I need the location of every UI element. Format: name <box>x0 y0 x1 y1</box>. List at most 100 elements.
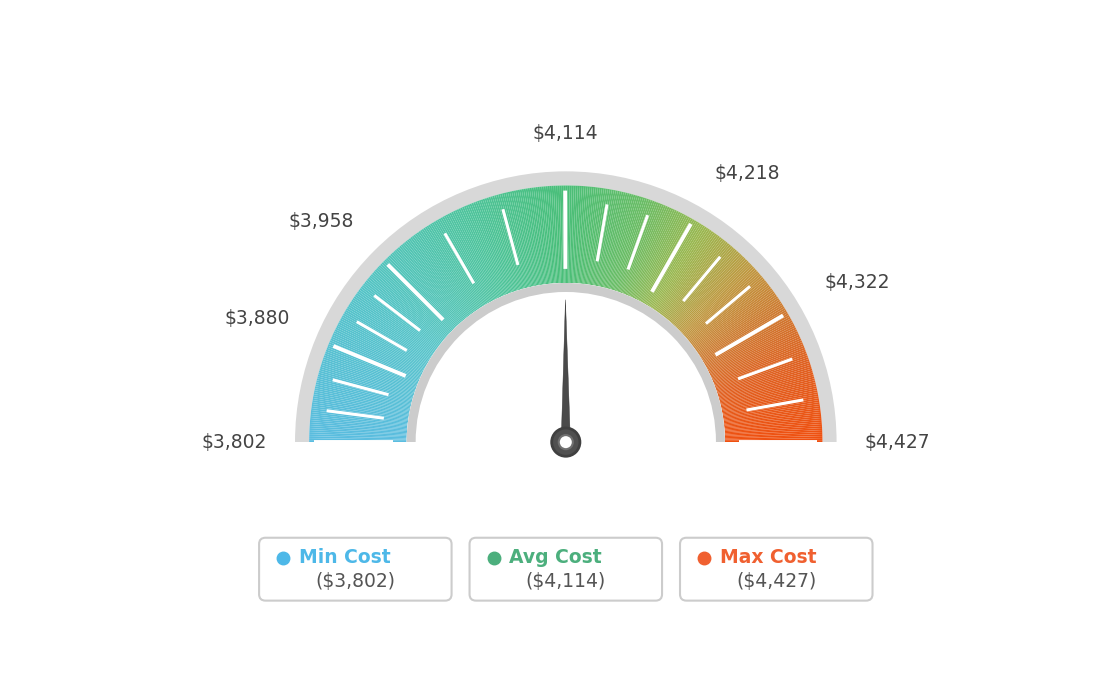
Wedge shape <box>712 342 803 382</box>
Wedge shape <box>512 191 533 286</box>
Wedge shape <box>329 340 420 380</box>
Wedge shape <box>429 224 482 307</box>
Wedge shape <box>348 304 432 358</box>
Wedge shape <box>309 438 406 441</box>
Wedge shape <box>719 371 813 399</box>
Wedge shape <box>690 282 767 344</box>
Wedge shape <box>543 186 553 284</box>
Wedge shape <box>479 200 513 293</box>
Wedge shape <box>580 186 590 284</box>
Wedge shape <box>686 274 761 339</box>
Wedge shape <box>352 298 434 354</box>
Text: $3,802: $3,802 <box>201 433 267 452</box>
Wedge shape <box>673 254 742 326</box>
Wedge shape <box>404 241 466 319</box>
Wedge shape <box>725 440 822 442</box>
Wedge shape <box>428 224 481 308</box>
Wedge shape <box>604 193 629 288</box>
Wedge shape <box>331 337 421 378</box>
Wedge shape <box>657 232 715 313</box>
Wedge shape <box>617 199 651 292</box>
Wedge shape <box>723 402 819 418</box>
Wedge shape <box>410 237 470 315</box>
Wedge shape <box>665 241 726 318</box>
Wedge shape <box>566 186 567 283</box>
Wedge shape <box>646 220 697 305</box>
Wedge shape <box>722 398 819 416</box>
Wedge shape <box>554 186 560 283</box>
Wedge shape <box>648 222 700 306</box>
Wedge shape <box>310 420 407 430</box>
Wedge shape <box>533 187 548 284</box>
Wedge shape <box>343 311 428 362</box>
Wedge shape <box>599 191 622 287</box>
Wedge shape <box>333 331 423 375</box>
Wedge shape <box>675 255 743 327</box>
Wedge shape <box>397 247 463 322</box>
Wedge shape <box>569 186 572 283</box>
Wedge shape <box>394 250 460 324</box>
Text: Min Cost: Min Cost <box>299 548 391 567</box>
Wedge shape <box>714 350 806 386</box>
Wedge shape <box>329 342 420 382</box>
Wedge shape <box>654 228 709 310</box>
Wedge shape <box>344 310 429 361</box>
Wedge shape <box>468 204 506 295</box>
Wedge shape <box>338 322 425 368</box>
Wedge shape <box>722 396 819 415</box>
Wedge shape <box>722 390 818 411</box>
Wedge shape <box>350 302 433 356</box>
Wedge shape <box>351 299 434 355</box>
Wedge shape <box>310 416 407 427</box>
Wedge shape <box>716 357 808 391</box>
Wedge shape <box>638 213 684 301</box>
Wedge shape <box>388 257 456 328</box>
Wedge shape <box>560 186 563 283</box>
Wedge shape <box>444 215 491 302</box>
Wedge shape <box>633 209 675 298</box>
Wedge shape <box>624 203 660 294</box>
Text: $4,427: $4,427 <box>864 433 931 452</box>
Text: $4,114: $4,114 <box>532 124 598 143</box>
Wedge shape <box>311 406 408 421</box>
Text: ($3,802): ($3,802) <box>316 572 395 591</box>
Wedge shape <box>425 226 479 309</box>
Wedge shape <box>337 324 425 370</box>
Wedge shape <box>661 237 722 315</box>
Wedge shape <box>725 436 822 440</box>
Wedge shape <box>552 186 559 283</box>
Wedge shape <box>725 434 822 438</box>
Wedge shape <box>620 201 657 293</box>
FancyBboxPatch shape <box>680 538 872 600</box>
Wedge shape <box>698 298 779 354</box>
Wedge shape <box>405 241 467 318</box>
Wedge shape <box>382 262 453 331</box>
Wedge shape <box>673 253 740 325</box>
Wedge shape <box>720 380 816 405</box>
Wedge shape <box>538 187 550 284</box>
Wedge shape <box>670 248 735 323</box>
Wedge shape <box>379 265 450 333</box>
Wedge shape <box>310 418 407 428</box>
Wedge shape <box>383 261 454 331</box>
Wedge shape <box>643 217 691 304</box>
Wedge shape <box>602 192 626 288</box>
Wedge shape <box>309 434 406 438</box>
Wedge shape <box>705 320 793 368</box>
Wedge shape <box>325 351 417 387</box>
Wedge shape <box>659 235 719 314</box>
Wedge shape <box>471 203 508 294</box>
Wedge shape <box>323 355 416 389</box>
Wedge shape <box>651 226 705 308</box>
Wedge shape <box>325 353 416 388</box>
Wedge shape <box>442 216 490 303</box>
Wedge shape <box>392 253 458 325</box>
Text: $3,958: $3,958 <box>289 212 354 231</box>
Wedge shape <box>309 430 407 436</box>
Wedge shape <box>518 190 538 286</box>
Wedge shape <box>466 205 505 295</box>
FancyBboxPatch shape <box>259 538 452 600</box>
Text: ($4,427): ($4,427) <box>736 572 816 591</box>
Wedge shape <box>374 269 448 336</box>
Wedge shape <box>571 186 576 283</box>
